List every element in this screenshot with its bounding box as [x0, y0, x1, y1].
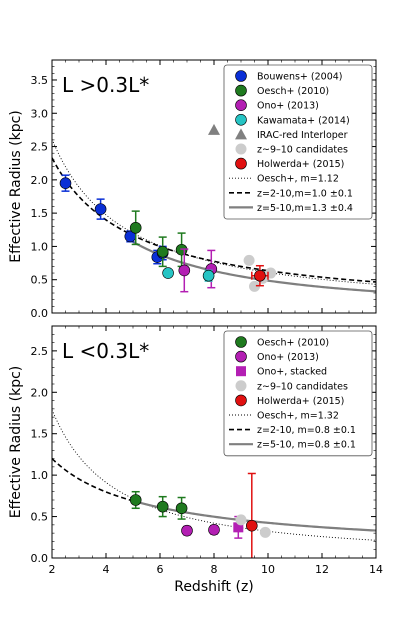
legend-label: Oesch+, m=1.12: [257, 174, 339, 185]
y-tick-label: 1.0: [31, 469, 49, 482]
y-tick-label: 1.5: [31, 207, 49, 220]
y-axis-label: Effective Radius (kpc): [8, 110, 24, 263]
curve-dotted: [52, 139, 376, 285]
curve-solid: [132, 240, 376, 293]
legend-marker: [235, 394, 247, 407]
legend-box: [223, 330, 373, 457]
data-point-triangle: [208, 123, 220, 135]
legend-marker: [235, 114, 247, 126]
data-point: [156, 500, 169, 513]
y-tick-label: 2.0: [31, 386, 49, 399]
x-tick-label: 4: [103, 563, 110, 576]
data-point: [202, 269, 215, 282]
legend-label: z=2-10,m=1.0 ±0.1: [257, 188, 353, 199]
legend-label: z=2-10, m=0.8 ±0.1: [257, 425, 356, 436]
data-point: [208, 524, 220, 536]
legend-marker: [235, 99, 247, 111]
legend-marker: [235, 84, 247, 97]
data-point: [178, 264, 191, 277]
data-point: [235, 514, 247, 526]
y-tick-label: 0.0: [31, 552, 49, 565]
y-tick-label: 3.0: [31, 107, 49, 120]
y-tick-label: 2.0: [31, 174, 49, 187]
legend-marker: [235, 143, 247, 155]
legend-marker: [235, 380, 247, 392]
curve-dashed: [52, 457, 376, 532]
data-point: [59, 177, 72, 189]
data-point: [156, 245, 169, 258]
x-tick-label: 6: [157, 563, 164, 576]
data-point: [162, 267, 174, 279]
y-tick-label: 2.5: [31, 141, 49, 154]
legend-marker: [235, 70, 247, 82]
legend-label: Bouwens+ (2004): [257, 72, 343, 83]
panel-faint: 0.0 0.5 1.0 1.5 2.0 2.5 2 4 6 8 10 12 14 Effective Ra…: [8, 325, 383, 595]
legend-label: Ono+ (2013): [257, 352, 319, 363]
legend-label: Holwerda+ (2015): [257, 396, 344, 407]
data-point: [254, 269, 266, 282]
data-point: [249, 280, 260, 292]
y-tick-label: 1.0: [31, 240, 49, 253]
legend-box: [223, 64, 373, 220]
legend-label: z=5-10, m=0.8 ±0.1: [257, 440, 356, 451]
legend-marker: [235, 336, 247, 348]
legend-label: IRAC-red Interloper: [257, 130, 348, 141]
legend-marker-square: [236, 366, 246, 377]
y-tick-label: 1.5: [31, 428, 49, 441]
x-tick-label: 14: [369, 563, 383, 576]
y-tick-label: 0.5: [31, 511, 49, 524]
panel-label: L <0.3L*: [62, 339, 149, 363]
legend-label: Holwerda+ (2015): [257, 159, 344, 170]
legend-label: z~9–10 candidates: [257, 145, 348, 156]
legend-label: z=5-10,m=1.3 ±0.4: [257, 203, 353, 214]
panel-bright: 0.0 0.5 1.0 1.5 2.0 2.5 3.0 3.5 Effective Radius…: [8, 59, 377, 320]
x-tick-label: 8: [211, 563, 218, 576]
legend-label: Oesch+, m=1.32: [257, 411, 339, 422]
data-point: [129, 494, 142, 506]
data-point: [243, 254, 255, 266]
y-tick-label: 0.0: [31, 307, 49, 320]
legend-label: Oesch+ (2010): [257, 86, 329, 97]
x-tick-label: 10: [261, 563, 275, 576]
data-point: [129, 221, 142, 234]
legend-marker-triangle: [235, 128, 247, 140]
data-point: [246, 519, 258, 532]
x-axis-label: Redshift (z): [174, 579, 254, 595]
y-axis-label: Effective Radius (kpc): [8, 366, 24, 519]
legend-label: Ono+, stacked: [257, 367, 327, 378]
data-point: [259, 526, 271, 538]
legend-label: Kawamata+ (2014): [257, 115, 350, 126]
legend-marker: [235, 157, 247, 170]
data-point: [175, 502, 188, 515]
data-point: [94, 203, 107, 215]
y-tick-label: 3.5: [31, 74, 49, 87]
y-tick-label: 2.5: [31, 345, 49, 358]
y-tick-label: 0.5: [31, 274, 49, 287]
x-tick-label: 2: [49, 563, 56, 576]
data-point: [265, 267, 277, 279]
legend-label: z~9–10 candidates: [257, 381, 348, 392]
legend-marker: [235, 350, 247, 363]
panel-label: L >0.3L*: [62, 73, 149, 97]
data-point: [181, 524, 193, 537]
data-point-square: [233, 522, 244, 533]
legend-label: Oesch+ (2010): [257, 338, 329, 349]
curve-dashed: [52, 157, 376, 283]
x-tick-label: 12: [315, 563, 329, 576]
legend-label: Ono+ (2013): [257, 101, 319, 112]
